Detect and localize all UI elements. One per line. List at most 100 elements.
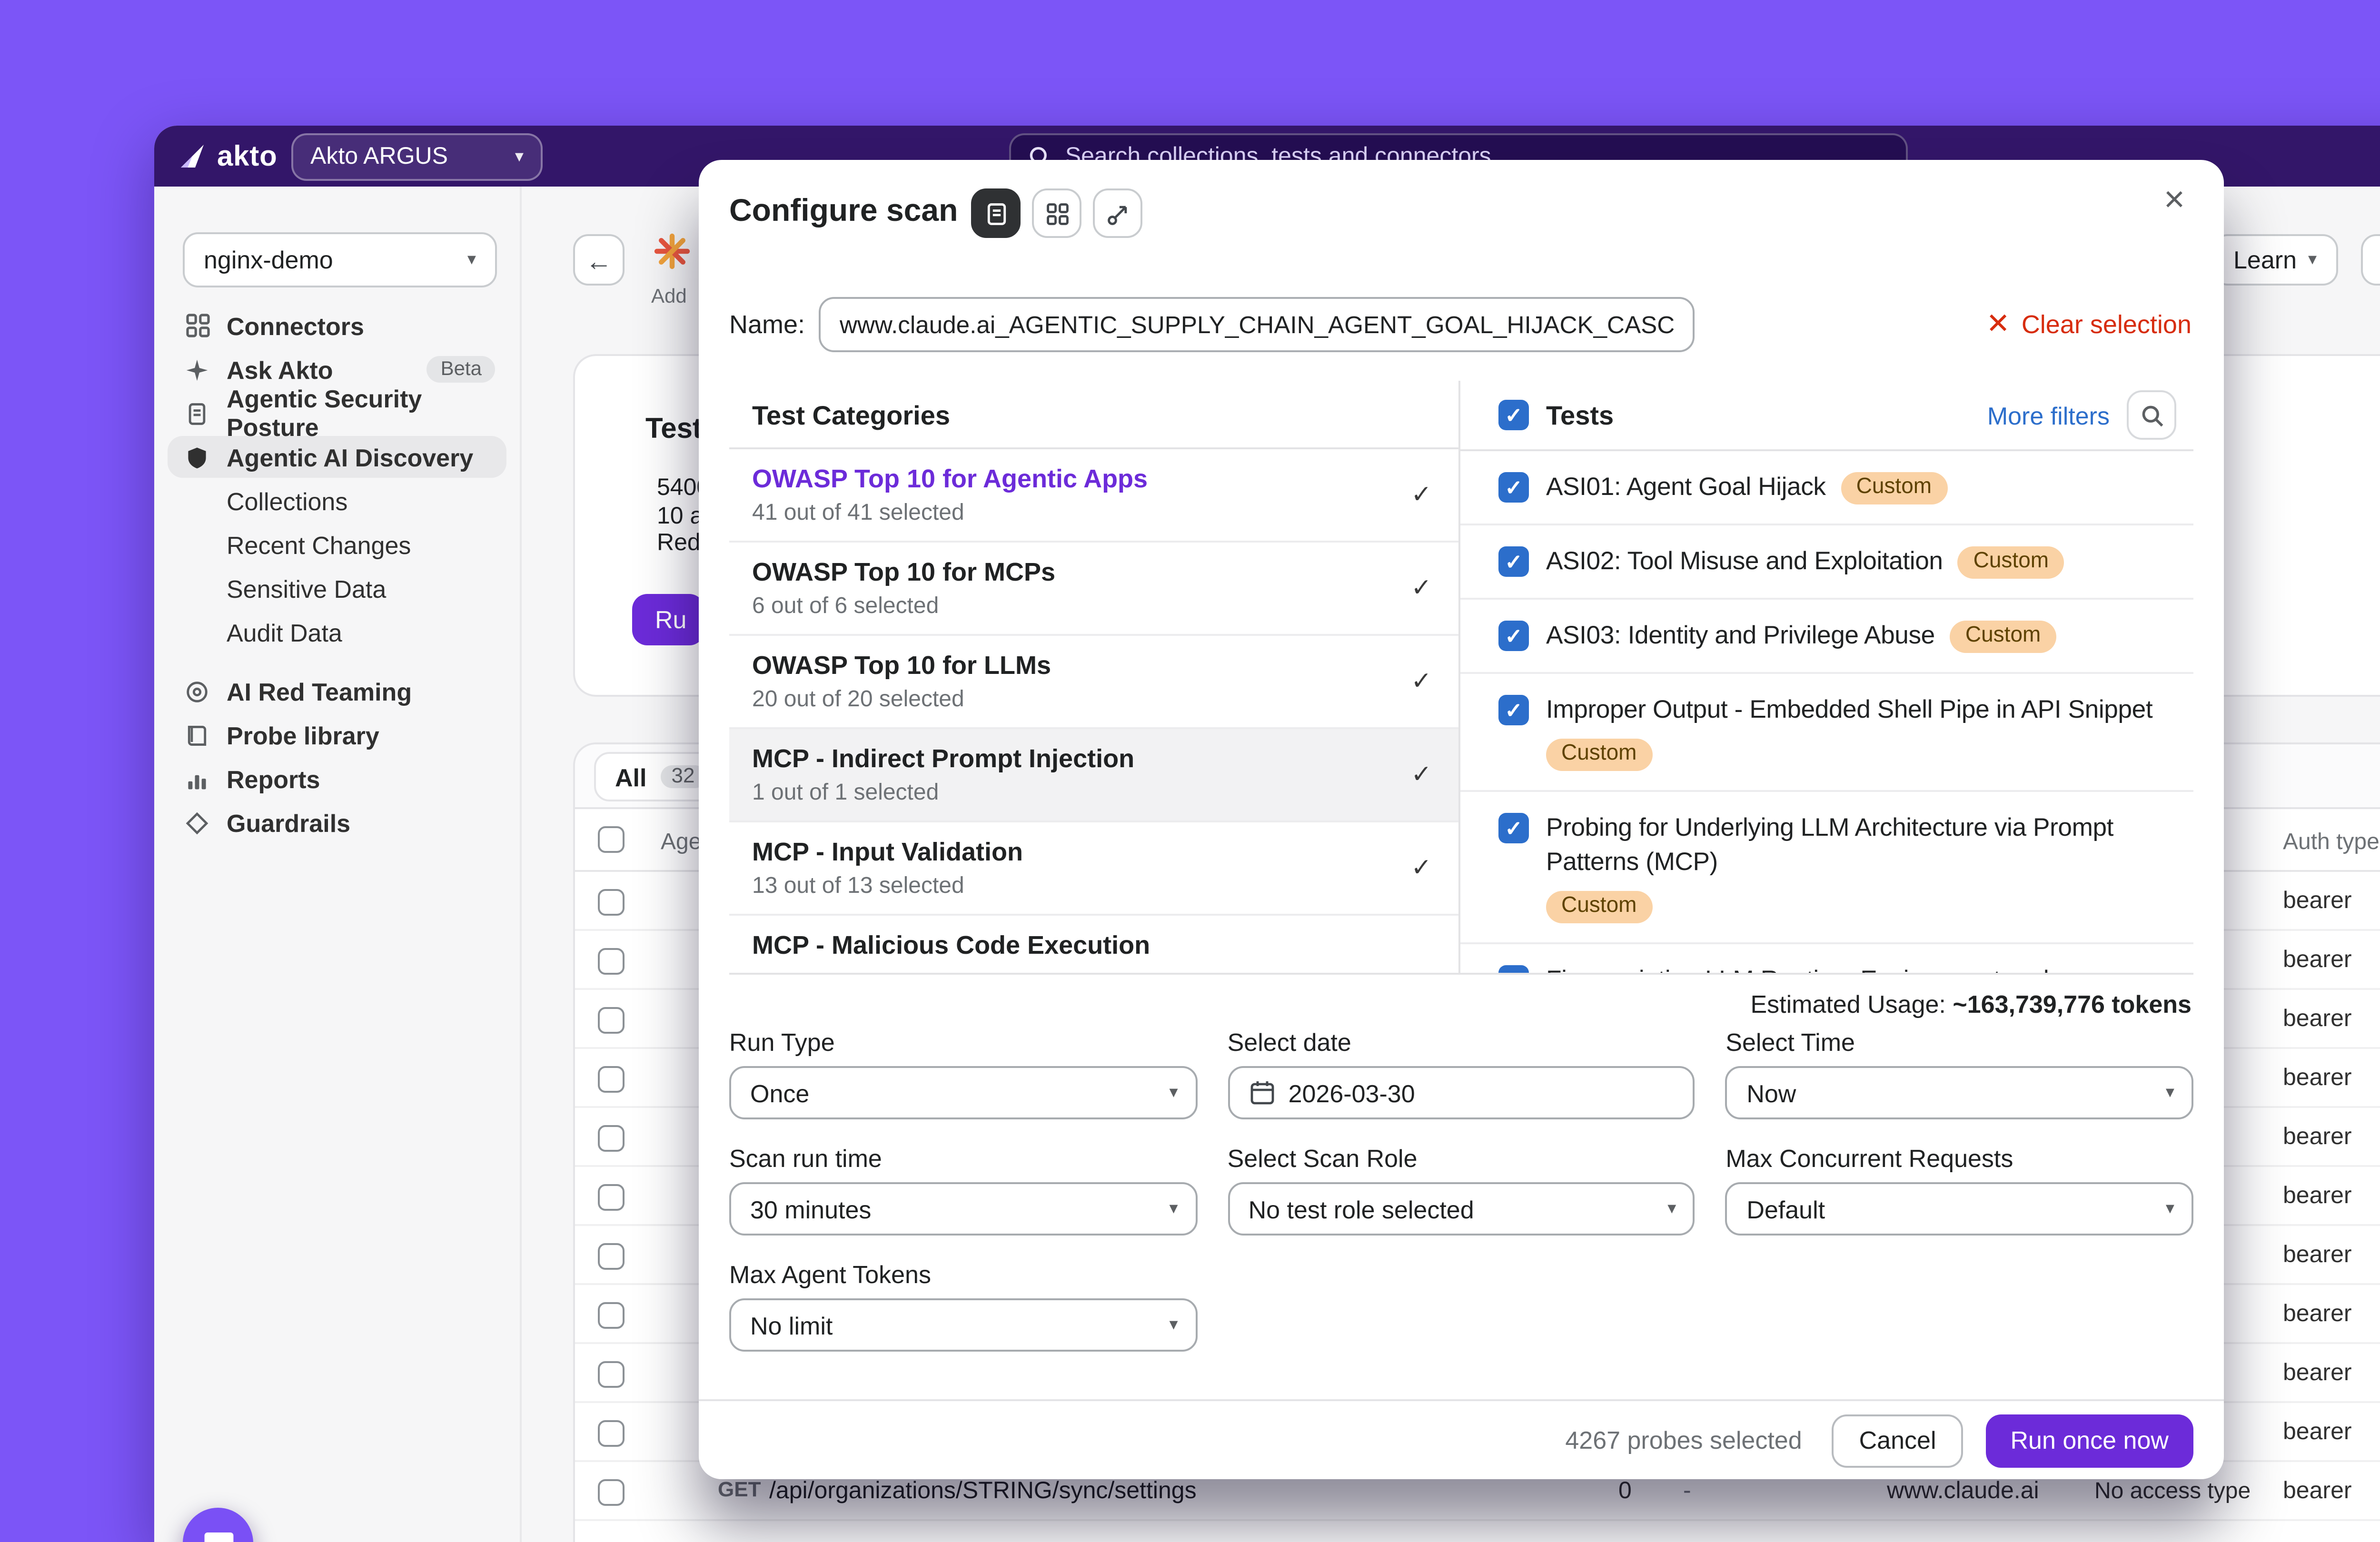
learn-button[interactable]: Learn ▾ xyxy=(2212,234,2338,286)
project-selector[interactable]: nginx-demo ▾ xyxy=(183,232,497,287)
flow-view-button[interactable] xyxy=(1093,188,1142,238)
sidebar-item-connectors[interactable]: Connectors xyxy=(168,305,506,346)
grid-view-button[interactable] xyxy=(1032,188,1081,238)
tests-header-row: ✓ Tests More filters xyxy=(1460,381,2193,451)
category-mcp-malicious-code-execution[interactable]: MCP - Malicious Code Execution xyxy=(729,916,1458,973)
test-item[interactable]: ✓ ASI02: Tool Misuse and Exploitation Cus… xyxy=(1460,525,2193,600)
row-checkbox[interactable] xyxy=(598,1420,625,1447)
akto-logo-icon xyxy=(181,145,204,168)
category-title: OWASP Top 10 for MCPs xyxy=(752,558,1056,586)
sidebar-item-recent-changes[interactable]: Recent Changes xyxy=(168,524,506,565)
tests-select-all-checkbox[interactable]: ✓ xyxy=(1498,400,1529,430)
calendar-icon xyxy=(1250,1081,1274,1105)
custom-badge: Custom xyxy=(1546,739,1652,771)
sidebar-item-ai-red-teaming[interactable]: AI Red Teaming xyxy=(168,670,506,712)
scan-run-time-select[interactable]: 30 minutes ▾ xyxy=(729,1182,1197,1236)
category-owasp-mcps[interactable]: OWASP Top 10 for MCPs 6 out of 6 selecte… xyxy=(729,543,1458,636)
category-mcp-indirect-prompt-injection[interactable]: MCP - Indirect Prompt Injection 1 out of… xyxy=(729,729,1458,822)
category-subtitle: 6 out of 6 selected xyxy=(752,592,939,619)
back-button[interactable]: ← xyxy=(573,234,625,286)
row-checkbox[interactable] xyxy=(598,948,625,975)
row-checkbox[interactable] xyxy=(598,1302,625,1329)
category-title: OWASP Top 10 for LLMs xyxy=(752,651,1051,680)
time-select[interactable]: Now ▾ xyxy=(1726,1066,2193,1119)
grid-icon xyxy=(183,311,211,340)
row-checkbox[interactable] xyxy=(598,1361,625,1388)
sidebar-item-ask-akto[interactable]: Ask Akto Beta xyxy=(168,348,506,390)
test-checkbox[interactable]: ✓ xyxy=(1498,472,1529,503)
test-checkbox[interactable]: ✓ xyxy=(1498,813,1529,843)
view-toggle-group xyxy=(971,188,1142,238)
row-checkbox[interactable] xyxy=(598,1479,625,1506)
row-checkbox[interactable] xyxy=(598,1125,625,1152)
row-checkbox[interactable] xyxy=(598,889,625,916)
workspace-switcher[interactable]: Akto ARGUS ▾ xyxy=(291,132,543,180)
cell-endpoint[interactable]: /api/organizations/STRING/sync/settings xyxy=(769,1477,1197,1504)
run-type-select[interactable]: Once ▾ xyxy=(729,1066,1197,1119)
selected-value: 2026-03-30 xyxy=(1288,1078,1415,1107)
test-label: Fingerprinting LLM Runtime Environment a… xyxy=(1546,965,2049,973)
max-agent-tokens-select[interactable]: No limit ▾ xyxy=(729,1298,1197,1352)
more-actions-button[interactable]: More Actions ▾ xyxy=(2361,234,2380,286)
chat-widget-button[interactable] xyxy=(183,1508,253,1542)
run-once-now-button[interactable]: Run once now xyxy=(1985,1414,2193,1467)
test-item[interactable]: ✓ ASI01: Agent Goal Hijack Custom xyxy=(1460,451,2193,525)
form-view-button[interactable] xyxy=(971,188,1021,238)
more-filters-link[interactable]: More filters xyxy=(1987,401,2110,429)
modal-close-button[interactable]: × xyxy=(2152,179,2197,225)
test-checkbox[interactable]: ✓ xyxy=(1498,695,1529,725)
test-checkbox[interactable]: ✓ xyxy=(1498,621,1529,651)
tab-all-label: All xyxy=(615,762,647,791)
row-checkbox[interactable] xyxy=(598,1066,625,1093)
date-picker[interactable]: 2026-03-30 xyxy=(1227,1066,1696,1119)
table-row[interactable]: GET /api/organizations/STRING/sync/setti… xyxy=(575,1462,2380,1521)
cell-auth: bearer xyxy=(2283,1182,2352,1209)
column-header-agent[interactable]: Age xyxy=(661,828,702,855)
category-mcp-input-validation[interactable]: MCP - Input Validation 13 out of 13 sele… xyxy=(729,822,1458,916)
project-name: nginx-demo xyxy=(204,246,333,274)
row-checkbox[interactable] xyxy=(598,1007,625,1034)
field-label: Scan run time xyxy=(729,1144,882,1173)
test-categories-column: Test Categories OWASP Top 10 for Agentic… xyxy=(729,381,1460,973)
sidebar-item-audit-data[interactable]: Audit Data xyxy=(168,611,506,653)
clear-selection-button[interactable]: ✕ Clear selection xyxy=(1986,297,2192,352)
tests-column: ✓ Tests More filters ✓ ASI01: Agent Goal… xyxy=(1460,381,2193,973)
sidebar-item-agentic-ai-discovery[interactable]: Agentic AI Discovery xyxy=(168,436,506,478)
field-select-date: Select date 2026-03-30 xyxy=(1227,1028,1696,1119)
test-item[interactable]: ✓ ASI03: Identity and Privilege Abuse Cus… xyxy=(1460,600,2193,674)
sidebar-item-agentic-security-posture[interactable]: Agentic Security Posture xyxy=(168,385,506,442)
cancel-button[interactable]: Cancel xyxy=(1832,1414,1963,1467)
row-checkbox[interactable] xyxy=(598,1243,625,1270)
sidebar-item-label: Collections xyxy=(227,486,348,515)
category-owasp-agentic-apps[interactable]: OWASP Top 10 for Agentic Apps 41 out of … xyxy=(729,449,1458,543)
run-button-fragment[interactable]: Ru xyxy=(632,594,704,645)
scan-settings-form: Run Type Once ▾ Select date 2026-03-30 Se… xyxy=(729,1028,2193,1352)
cell-sensitive-count: 0 xyxy=(1618,1477,1632,1504)
sidebar-item-sensitive-data[interactable]: Sensitive Data xyxy=(168,567,506,609)
column-header-auth-type[interactable]: Auth type xyxy=(2283,828,2380,855)
sidebar-item-reports[interactable]: Reports xyxy=(168,758,506,800)
test-item[interactable]: ✓ Probing for Underlying LLM Architectur… xyxy=(1460,792,2193,944)
akto-logo[interactable]: akto xyxy=(177,126,278,187)
target-icon xyxy=(183,677,211,705)
tests-header: Tests xyxy=(1546,400,1614,430)
sidebar-item-label: Ask Akto xyxy=(227,355,333,384)
cell-auth: bearer xyxy=(2283,1359,2352,1386)
scan-role-select[interactable]: No test role selected ▾ xyxy=(1227,1182,1696,1236)
sparkle-icon xyxy=(183,355,211,384)
row-checkbox[interactable] xyxy=(598,1184,625,1211)
max-concurrent-select[interactable]: Default ▾ xyxy=(1726,1182,2193,1236)
configure-scan-modal: Configure scan × Name: ✕ Clear selection xyxy=(699,160,2224,1479)
tests-search-button[interactable] xyxy=(2127,390,2176,440)
test-item[interactable]: ✓ Fingerprinting LLM Runtime Environment… xyxy=(1460,944,2193,973)
scan-name-input[interactable] xyxy=(819,297,1695,352)
sidebar-item-probe-library[interactable]: Probe library xyxy=(168,714,506,756)
test-label: ASI02: Tool Misuse and Exploitation xyxy=(1546,546,1943,575)
category-owasp-llms[interactable]: OWASP Top 10 for LLMs 20 out of 20 selec… xyxy=(729,636,1458,729)
test-checkbox[interactable]: ✓ xyxy=(1498,965,1529,973)
sidebar-item-collections[interactable]: Collections xyxy=(168,480,506,522)
test-item[interactable]: ✓ Improper Output - Embedded Shell Pipe … xyxy=(1460,674,2193,792)
test-checkbox[interactable]: ✓ xyxy=(1498,546,1529,577)
select-all-checkbox[interactable] xyxy=(598,826,625,853)
sidebar-item-guardrails[interactable]: Guardrails xyxy=(168,801,506,843)
